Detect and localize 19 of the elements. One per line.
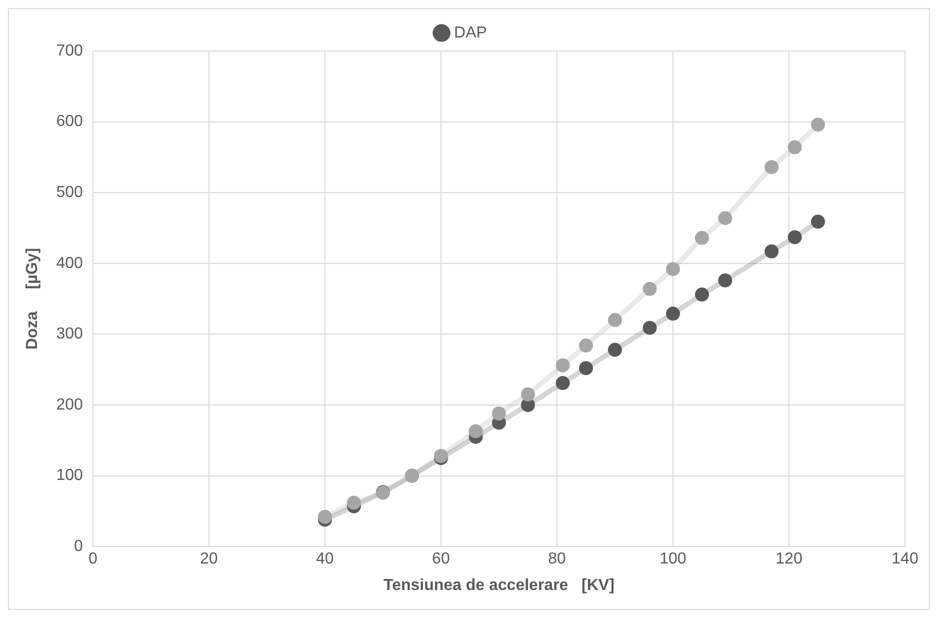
x-axis-title: Tensiunea de accelerare [KV] [383, 576, 614, 594]
y-tick-label: 0 [74, 538, 83, 556]
x-tick-label: 0 [88, 550, 98, 568]
y-tick-label: 200 [56, 396, 83, 414]
y-tick-label: 600 [56, 113, 83, 130]
x-tick-label: 120 [776, 550, 802, 568]
x-tick-label: 100 [660, 550, 686, 568]
x-tick-label: 140 [892, 550, 918, 568]
x-tick-label: 80 [548, 550, 566, 568]
y-tick-label: 500 [56, 184, 83, 202]
legend-label: DAP [454, 24, 487, 42]
y-axis-title: Doza [µGy] [24, 248, 42, 350]
y-tick-label: 300 [56, 326, 83, 343]
y-tick-label: 400 [56, 254, 83, 272]
x-tick-label: 40 [316, 550, 334, 568]
x-tick-label: 60 [432, 550, 450, 568]
y-tick-label: 100 [56, 467, 83, 484]
x-tick-label: 20 [200, 550, 218, 568]
y-tick-label: 700 [56, 42, 83, 60]
